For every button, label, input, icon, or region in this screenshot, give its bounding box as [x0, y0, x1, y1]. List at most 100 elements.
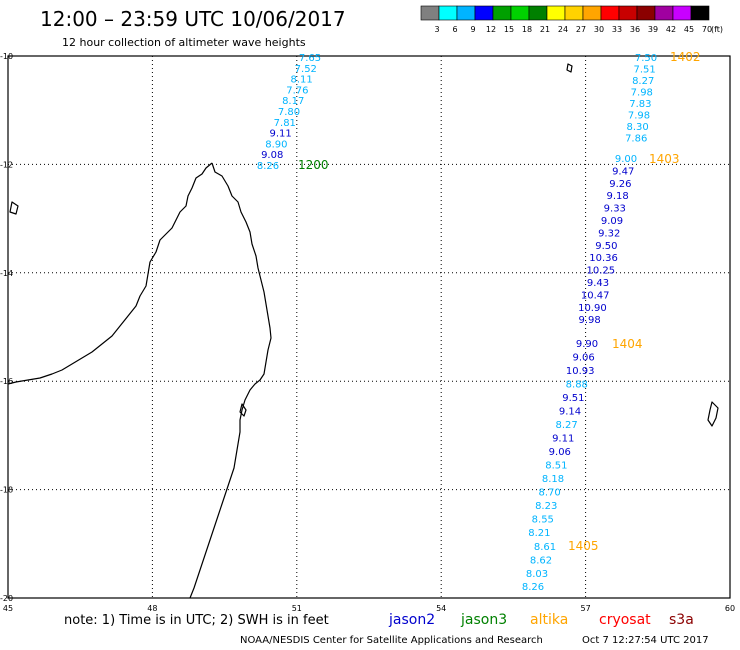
wave-height-value: 8.55 — [532, 515, 554, 526]
wave-height-value: 10.25 — [586, 266, 615, 277]
wave-height-value: 8.18 — [542, 474, 564, 485]
credit-text: NOAA/NESDIS Center for Satellite Applica… — [240, 635, 543, 646]
colorbar-label: 15 — [504, 25, 514, 34]
wave-height-value: 9.06 — [549, 447, 571, 458]
pass-time-label: 1405 — [568, 539, 599, 553]
wave-height-value: 9.50 — [595, 241, 617, 252]
legend-altika: altika — [530, 612, 568, 628]
pass-time-label: 1403 — [649, 152, 680, 166]
pass-time-label: 1402 — [670, 50, 701, 64]
colorbar-swatch — [510, 5, 530, 21]
legend-cryosat: cryosat — [599, 612, 651, 628]
wave-height-value: 8.26 — [522, 582, 544, 593]
wave-height-value: 7.83 — [629, 99, 651, 110]
colorbar-label: 6 — [452, 25, 457, 34]
colorbar-swatch — [456, 5, 476, 21]
wave-height-value: 9.98 — [578, 315, 600, 326]
wave-height-value: 9.08 — [261, 150, 283, 161]
pass-time-label: 1200 — [298, 158, 329, 172]
small-island-north — [566, 63, 573, 73]
altimeter-tracks: 7.657.528.117.768.177.807.819.118.909.08… — [257, 50, 701, 593]
latitude-label: -20 — [0, 594, 13, 603]
colorbar-swatch — [636, 5, 656, 21]
wave-height-value: 7.52 — [295, 64, 317, 75]
wave-height-value: 8.90 — [265, 139, 287, 150]
wave-height-value: 7.51 — [633, 65, 655, 76]
colorbar-swatch — [582, 5, 602, 21]
colorbar-swatch — [654, 5, 674, 21]
colorbar-label: 70 — [702, 25, 712, 34]
graticule-labels: 45 48 51 54 57 60 -10 -12 -14 -16 -18 -20 — [0, 52, 735, 613]
wave-height-value: 10.90 — [578, 303, 607, 314]
colorbar-label: 12 — [486, 25, 496, 34]
map-area: 45 48 51 54 57 60-10-12-14-16-18-20 7.657.528… — [0, 50, 735, 613]
wave-height-value: 8.11 — [290, 75, 312, 86]
wave-height-value: 7.80 — [278, 107, 300, 118]
wave-height-value: 8.27 — [632, 76, 654, 87]
chart-subtitle: 12 hour collection of altimeter wave hei… — [62, 36, 306, 49]
colorbar-label: 27 — [576, 25, 586, 34]
graticule — [8, 56, 730, 598]
southwest-islet — [239, 403, 247, 417]
wave-height-value: 8.26 — [257, 161, 279, 172]
latitude-label: -14 — [0, 269, 13, 278]
wave-height-value: 9.09 — [601, 216, 623, 227]
chart-title: 12:00 – 23:59 UTC 10/06/2017 — [40, 7, 346, 31]
colorbar-label: 30 — [594, 25, 604, 34]
latitude-label: -18 — [0, 486, 13, 495]
wave-height-value: 9.90 — [576, 339, 598, 350]
colorbar-label: 18 — [522, 25, 532, 34]
wave-height-value: 8.21 — [528, 528, 550, 539]
colorbar-swatch — [528, 5, 548, 21]
wave-height-value: 9.11 — [552, 434, 574, 445]
wave-height-value: 8.70 — [538, 488, 560, 499]
wave-height-value: 10.36 — [589, 253, 618, 264]
longitude-label: 57 — [581, 604, 591, 613]
wave-height-value: 7.81 — [274, 118, 296, 129]
map-frame — [7, 55, 731, 599]
wave-height-value: 9.32 — [598, 228, 620, 239]
wave-height-value: 9.33 — [604, 204, 626, 215]
colorbar-swatch — [690, 5, 710, 21]
wave-height-value: 9.43 — [587, 278, 609, 289]
wave-height-value: 7.86 — [625, 134, 647, 145]
colorbar-swatch — [474, 5, 494, 21]
wave-height-value: 9.00 — [615, 154, 637, 165]
wave-height-value: 9.51 — [562, 393, 584, 404]
pass-time-label: 1404 — [612, 337, 643, 351]
wave-height-value: 7.50 — [635, 53, 657, 64]
longitude-label: 60 — [725, 604, 735, 613]
wave-height-value: 8.88 — [566, 380, 588, 391]
wave-height-value: 8.30 — [626, 122, 648, 133]
satellite-legend: jason2 jason3 altika cryosat s3a — [388, 612, 694, 628]
colorbar-swatch — [672, 5, 692, 21]
longitude-label: 45 — [3, 604, 13, 613]
wave-height-value: 8.61 — [534, 542, 556, 553]
wave-height-value: 8.62 — [530, 555, 552, 566]
colorbar: 3 6 9 12 15 18 21 24 27 30 33 36 39 42 45 70(ft) — [420, 5, 723, 34]
wave-height-value: 10.47 — [581, 290, 610, 301]
colorbar-label: 33 — [612, 25, 622, 34]
colorbar-label: 39 — [648, 25, 658, 34]
colorbar-swatch — [492, 5, 512, 21]
wave-height-value: 9.18 — [606, 191, 628, 202]
colorbar-swatch — [618, 5, 638, 21]
colorbar-label: 24 — [558, 25, 568, 34]
colorbar-label: 42 — [666, 25, 676, 34]
note-text: note: 1) Time is in UTC; 2) SWH is in fe… — [64, 613, 329, 628]
wave-height-value: 7.98 — [631, 88, 653, 99]
colorbar-label: 3 — [434, 25, 439, 34]
wave-height-value: 7.76 — [286, 85, 308, 96]
colorbar-swatch — [600, 5, 620, 21]
colorbar-unit: (ft) — [711, 25, 723, 34]
wave-height-value: 7.98 — [628, 111, 650, 122]
colorbar-swatch — [438, 5, 458, 21]
west-islet — [9, 201, 19, 215]
latitude-label: -16 — [0, 377, 13, 386]
wave-height-value: 7.65 — [299, 53, 321, 64]
wave-height-value: 9.06 — [572, 353, 594, 364]
colorbar-label: 45 — [684, 25, 694, 34]
colorbar-label: 9 — [470, 25, 475, 34]
wave-height-value: 8.23 — [535, 501, 557, 512]
wave-height-value: 8.51 — [545, 461, 567, 472]
